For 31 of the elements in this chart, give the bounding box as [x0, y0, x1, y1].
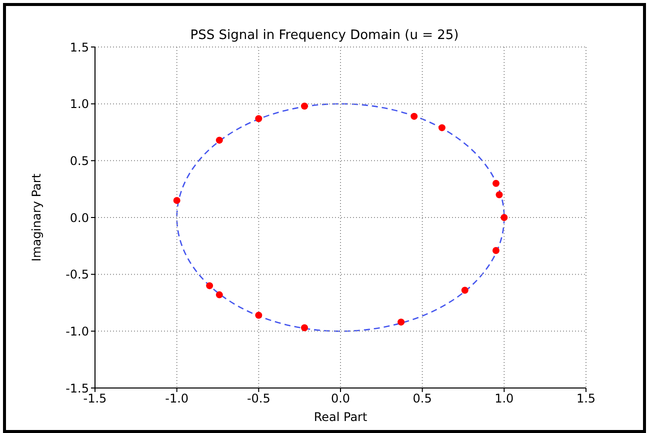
x-tick-label: -1.0	[165, 392, 189, 406]
x-tick-label: 0.5	[412, 392, 432, 406]
point	[461, 286, 468, 294]
y-tick-label: 1.0	[70, 97, 89, 112]
point	[500, 214, 508, 221]
point	[492, 180, 500, 187]
x-axis-title: Real Part	[314, 410, 368, 424]
y-tick-label: -0.5	[66, 268, 89, 282]
point	[173, 196, 180, 204]
point	[438, 124, 446, 132]
point	[496, 191, 503, 198]
point	[410, 112, 418, 120]
y-tick-label: -1.0	[66, 324, 89, 338]
y-tick-label: 0.0	[70, 210, 89, 225]
y-axis-title: Imaginary Part	[29, 173, 44, 262]
point	[300, 102, 308, 110]
point	[492, 246, 500, 254]
x-tick-label: 1.5	[576, 392, 596, 406]
y-tick-label: 1.5	[70, 40, 89, 54]
point	[216, 136, 223, 144]
x-tick-label: 1.0	[494, 392, 514, 406]
x-tick-label: 0.0	[330, 392, 350, 406]
x-tick-label: -0.5	[246, 392, 270, 406]
point	[216, 291, 223, 298]
point	[206, 282, 214, 290]
point	[398, 318, 405, 326]
point	[300, 324, 308, 332]
chart-title: PSS Signal in Frequency Domain (u = 25)	[190, 28, 459, 43]
point	[255, 312, 262, 319]
y-tick-label: 0.5	[70, 154, 89, 168]
point	[255, 115, 262, 122]
